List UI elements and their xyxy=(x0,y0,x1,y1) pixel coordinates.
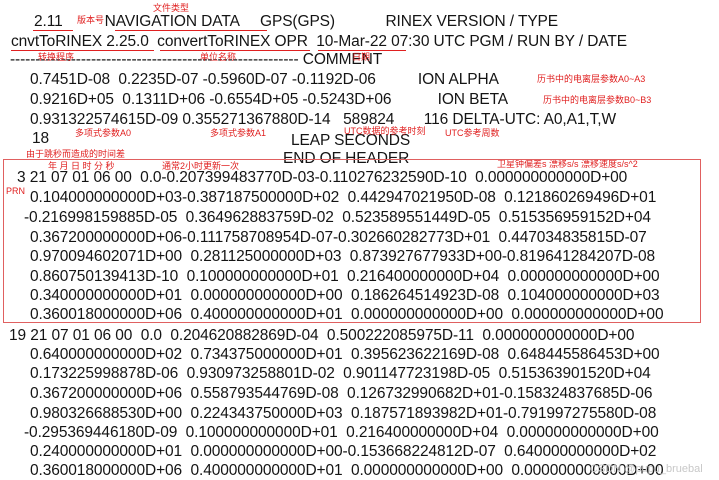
annotation-file-type: 文件类型 xyxy=(153,3,190,13)
watermark: CSDN @pupu_bruebal xyxy=(590,463,703,475)
ion-alpha-line: 0.7451D-08 0.2235D-07 -0.5960D-07 -0.119… xyxy=(30,71,499,88)
annotation-version-number: 版本号 xyxy=(77,15,105,25)
record2-line-4: 0.367200000000D+06 0.558793544769D-08 0.… xyxy=(30,385,653,402)
leap-seconds-value: 18 xyxy=(32,130,50,147)
underline-unit xyxy=(160,50,310,51)
annotation-ion-alpha: 历书中的电离层参数A0~A3 xyxy=(537,74,646,84)
annotation-utc-ref-time: UTC数据的参考时刻 xyxy=(344,126,426,136)
record2-line-2: 0.640000000000D+02 0.734375000000D+01 0.… xyxy=(30,346,660,363)
end-of-header-label: END OF HEADER xyxy=(283,150,410,167)
record2-line-6: -0.295369446180D-09 0.100000000000D+01 0… xyxy=(24,424,659,441)
record1-line-6: 0.860750139413D-10 0.100000000000D+01 0.… xyxy=(30,268,660,285)
annotation-utc-ref-week: UTC参考周数 xyxy=(445,128,500,138)
first-record-highlight-box xyxy=(3,159,701,323)
record1-line-4: 0.367200000000D+06-0.111758708954D-07-0.… xyxy=(30,229,647,246)
annotation-update-interval: 通常2小时更新一次 xyxy=(162,161,240,171)
record2-line-8: 0.360018000000D+06 0.400000000000D+01 0.… xyxy=(30,462,664,479)
record2-line-1: 19 21 07 01 06 00 0.0 0.204620882869D-04… xyxy=(9,327,635,344)
pgm-run-by-date-line: cnvtToRINEX 2.25.0 convertToRINEX OPR 10… xyxy=(11,33,628,50)
annotation-clock-params: 卫星钟偏差s 漂移s/s 漂移速度s/s^2 xyxy=(497,159,638,169)
annotation-coef-a0: 多项式参数A0 xyxy=(75,128,132,138)
record2-line-5: 0.980326688530D+00 0.224343750000D+03 0.… xyxy=(30,405,657,422)
record1-line-7: 0.340000000000D+01 0.000000000000D+00 0.… xyxy=(30,287,660,304)
annotation-conversion-program: 转换程序 xyxy=(38,52,75,62)
underline-version xyxy=(33,30,73,31)
annotation-date: 日期 xyxy=(352,52,371,62)
underline-program xyxy=(11,50,154,51)
annotation-unit-name: 单位名称 xyxy=(200,52,237,62)
record1-line-8: 0.360018000000D+06 0.400000000000D+01 0.… xyxy=(30,306,664,323)
record1-line-5: 0.970094602071D+00 0.281125000000D+03 0.… xyxy=(30,248,656,265)
comment-line: ----------------------------------------… xyxy=(10,51,383,68)
annotation-coef-a1: 多项式参数A1 xyxy=(210,128,267,138)
record1-line-1: 3 21 07 01 06 00 0.0-0.207399483770D-03-… xyxy=(17,169,628,186)
underline-date xyxy=(318,50,406,51)
record2-line-3: 0.173225998878D-06 0.930973258801D-02 0.… xyxy=(30,365,651,382)
record2-line-7: 0.240000000000D+01 0.000000000000D+00-0.… xyxy=(30,443,657,460)
annotation-prn: PRN xyxy=(6,186,26,196)
annotation-epoch-fields: 年 月 日 时 分 秒 xyxy=(48,161,115,171)
underline-file-type xyxy=(115,30,267,31)
record1-line-3: -0.216998159885D-05 0.364962883759D-02 0… xyxy=(24,209,651,226)
rinex-version-line: 2.11 NAVIGATION DATA GPS(GPS) RINEX VERS… xyxy=(34,13,559,30)
ion-beta-line: 0.9216D+05 0.1311D+06 -0.6554D+05 -0.524… xyxy=(30,91,509,108)
annotation-leap-seconds: 由于跳秒而造成的时间差 xyxy=(26,149,126,159)
annotation-ion-beta: 历书中的电离层参数B0~B3 xyxy=(543,95,652,105)
delta-utc-line: 0.931322574615D-09 0.355271367880D-14 58… xyxy=(30,111,616,128)
leap-seconds-label: LEAP SECONDS xyxy=(291,132,411,149)
record1-line-2: 0.104000000000D+03-0.387187500000D+02 0.… xyxy=(30,189,657,206)
